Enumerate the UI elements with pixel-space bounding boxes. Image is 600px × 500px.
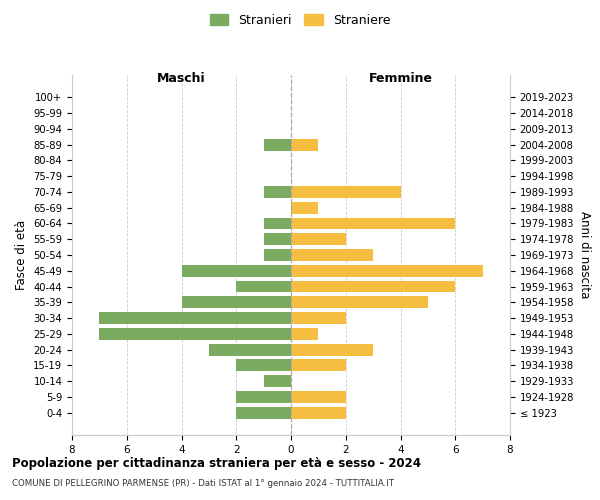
Bar (263, 249, 291, 261)
Bar (236, 280, 291, 292)
Bar (263, 218, 291, 230)
Text: Popolazione per cittadinanza straniera per età e sesso - 2024: Popolazione per cittadinanza straniera p… (12, 458, 421, 470)
Bar (291, 296, 428, 308)
Bar (291, 360, 346, 372)
Y-axis label: Anni di nascita: Anni di nascita (578, 212, 591, 298)
Bar (291, 328, 319, 340)
Bar (291, 312, 346, 324)
Bar (291, 218, 455, 230)
Bar (291, 186, 401, 198)
Bar (100, 328, 291, 340)
Bar (291, 234, 346, 245)
Bar (100, 312, 291, 324)
Y-axis label: Fasce di età: Fasce di età (14, 220, 28, 290)
Text: Femmine: Femmine (368, 72, 433, 85)
Bar (236, 407, 291, 418)
Legend: Stranieri, Straniere: Stranieri, Straniere (205, 8, 395, 32)
Bar (263, 138, 291, 150)
Bar (291, 202, 319, 213)
Bar (236, 391, 291, 403)
Bar (236, 360, 291, 372)
Text: Maschi: Maschi (157, 72, 206, 85)
Text: COMUNE DI PELLEGRINO PARMENSE (PR) - Dati ISTAT al 1° gennaio 2024 - TUTTITALIA.: COMUNE DI PELLEGRINO PARMENSE (PR) - Dat… (12, 479, 394, 488)
Bar (291, 280, 455, 292)
Bar (291, 138, 319, 150)
Bar (182, 296, 291, 308)
Bar (182, 265, 291, 276)
Bar (263, 186, 291, 198)
Bar (291, 265, 482, 276)
Bar (209, 344, 291, 355)
Bar (291, 407, 346, 418)
Bar (291, 391, 346, 403)
Bar (263, 234, 291, 245)
Bar (291, 249, 373, 261)
Bar (263, 376, 291, 387)
Bar (291, 344, 373, 355)
